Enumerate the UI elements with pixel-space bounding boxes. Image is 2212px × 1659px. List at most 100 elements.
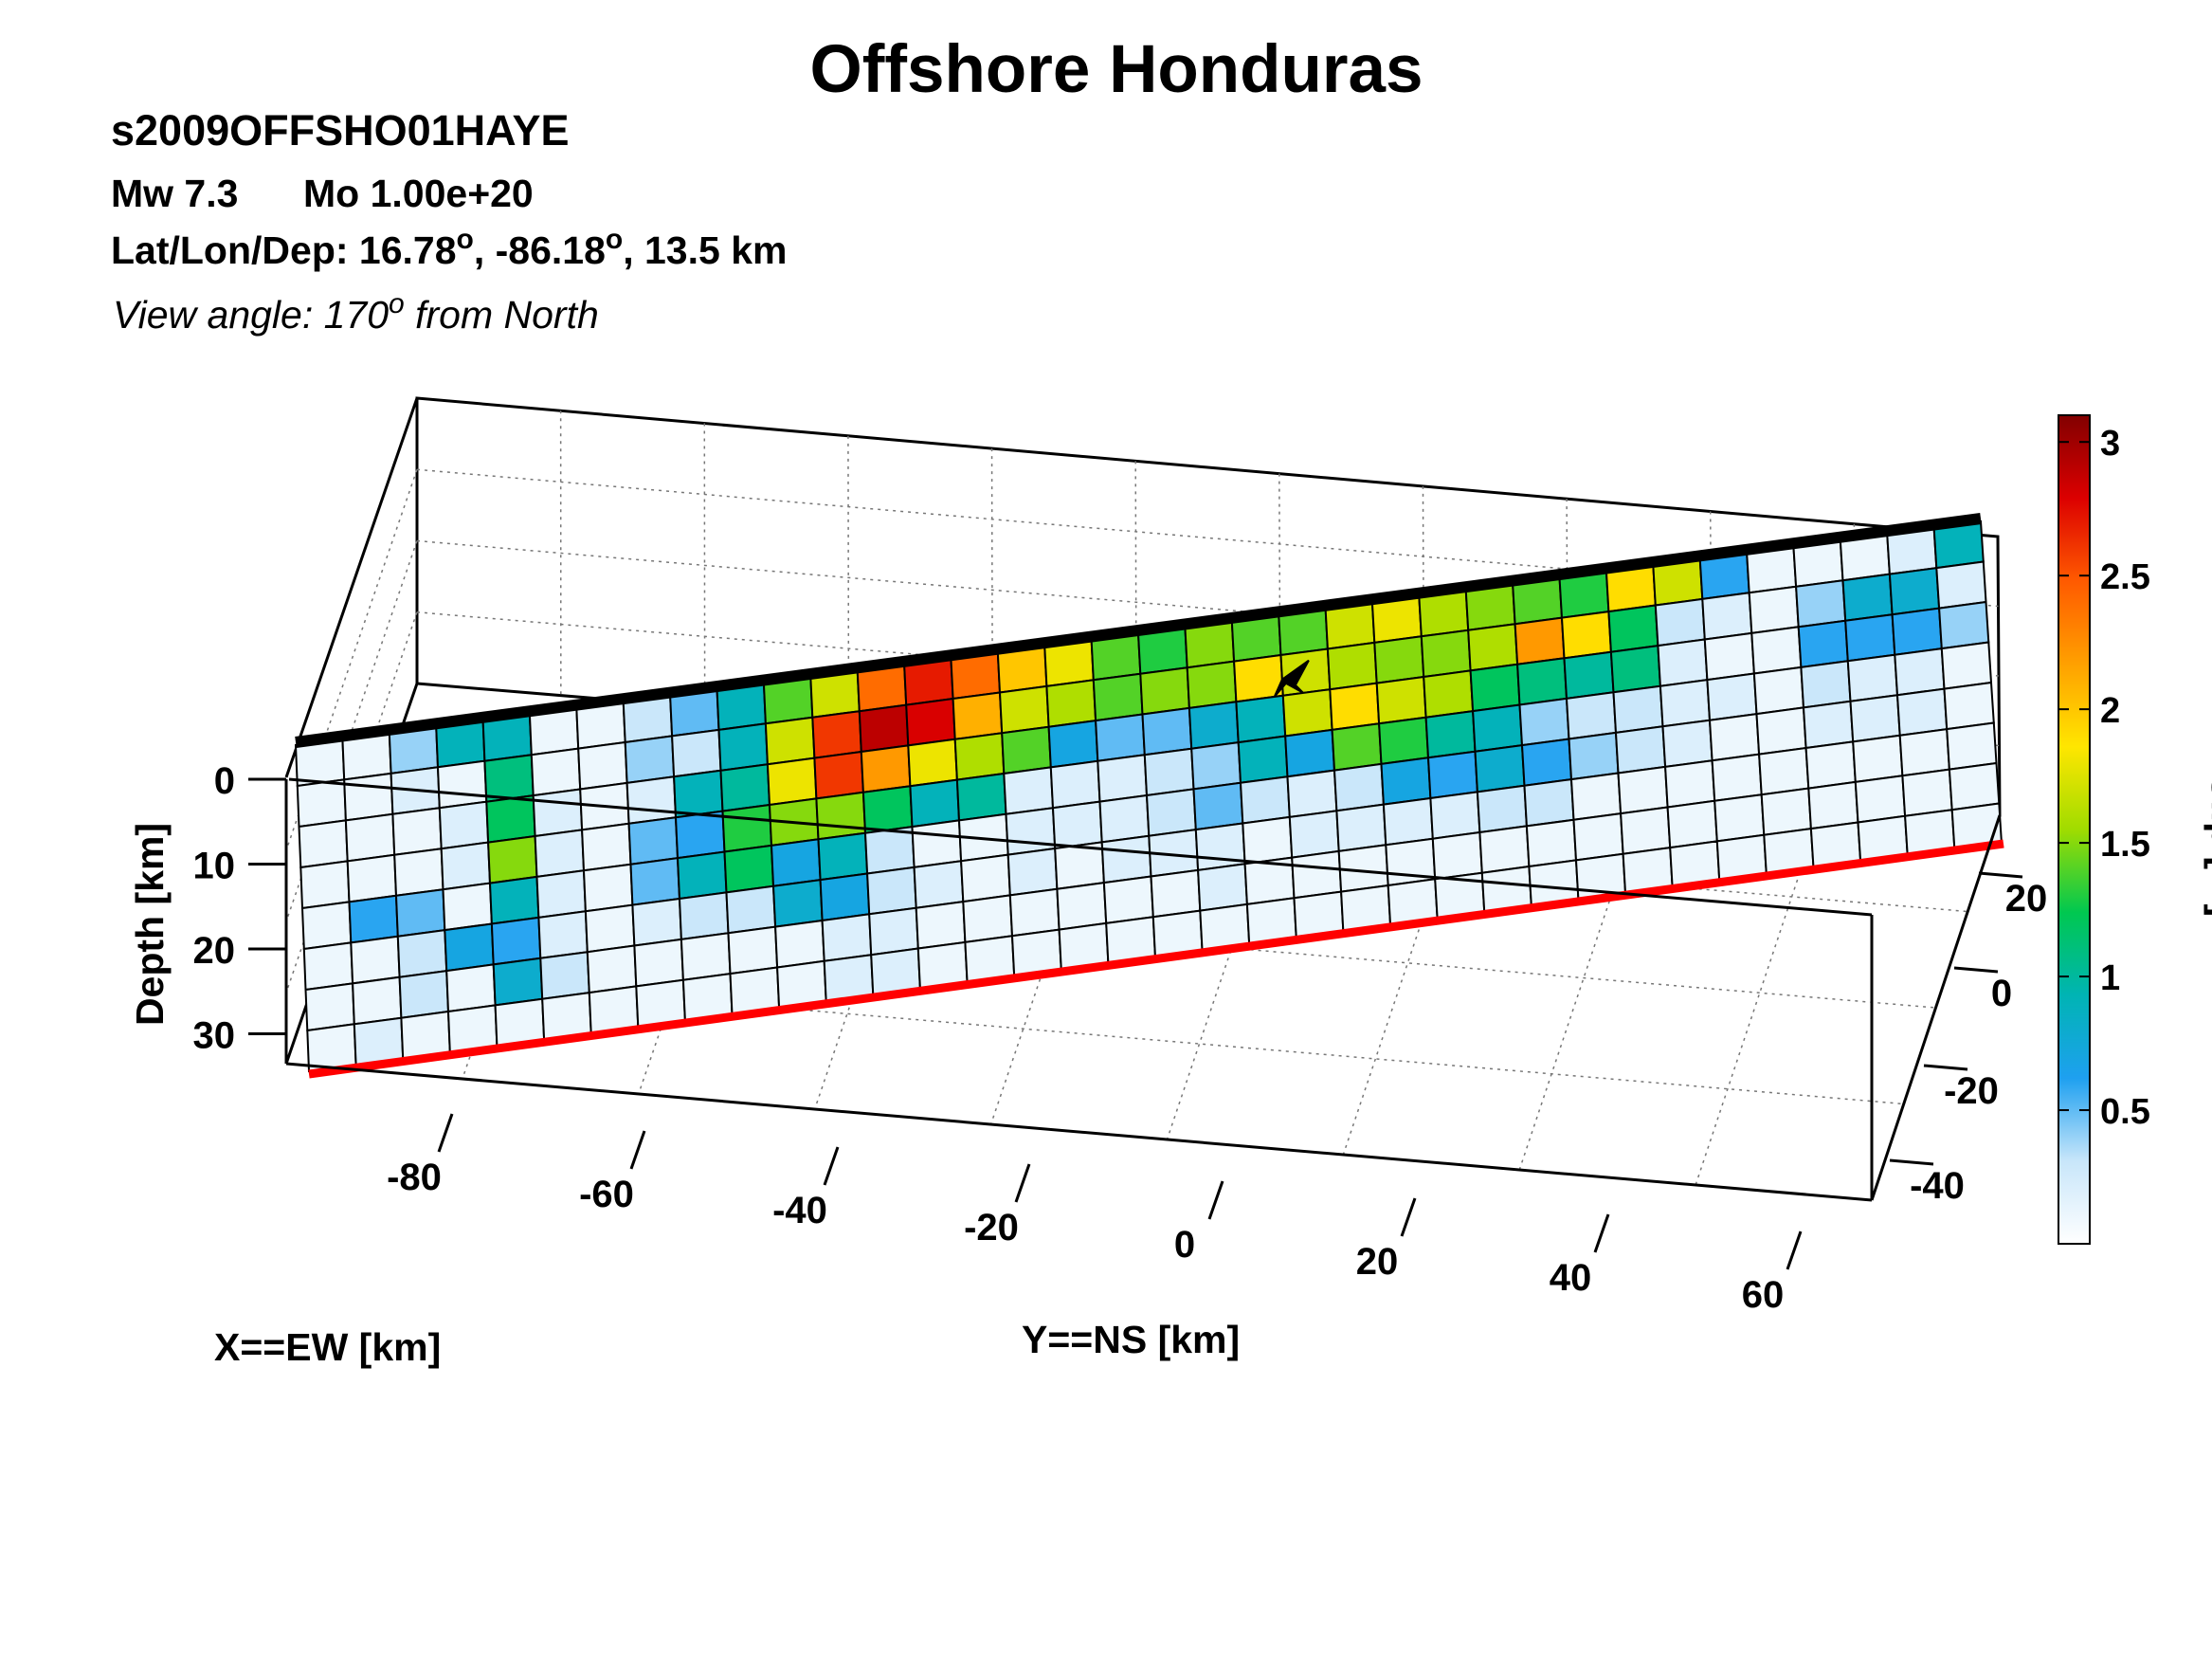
slip-cell <box>1139 666 1190 716</box>
location-text: Lat/Lon/Dep: 16.78o, -86.18o, 13.5 km <box>111 224 787 272</box>
slip-cell <box>998 684 1050 735</box>
slip-cell <box>1617 765 1669 815</box>
fault-bottom-edge <box>308 839 2004 1079</box>
slip-cell <box>1518 697 1570 747</box>
ew-tick-label: -40 <box>772 1190 827 1231</box>
colorbar <box>2058 414 2091 1245</box>
slip-cell <box>1382 796 1434 847</box>
slip-cell <box>488 875 540 925</box>
slip-cell <box>343 772 394 822</box>
ew-tick-label: 40 <box>1550 1257 1592 1299</box>
slip-cell <box>581 822 632 872</box>
view-degree: o <box>389 288 405 319</box>
slip-cell <box>1281 688 1333 738</box>
slip-cell <box>1797 619 1849 669</box>
slip-cell <box>302 941 354 992</box>
slip-cell <box>723 844 775 894</box>
slip-cell <box>960 853 1011 903</box>
slip-cell <box>485 793 536 844</box>
front-bottom-edge <box>285 1062 1873 1202</box>
slip-cell <box>1901 768 1953 817</box>
slip-cell <box>1426 750 1478 800</box>
slip-cell <box>1423 669 1475 719</box>
slip-cell <box>1841 573 1894 622</box>
slip-cell <box>1943 681 1995 731</box>
slip-cell <box>1145 788 1197 837</box>
slip-cell <box>1378 716 1430 766</box>
slip-cell <box>1197 863 1248 912</box>
slip-cell <box>1235 694 1287 744</box>
slip-cell <box>1001 725 1052 775</box>
slip-cell <box>1894 647 1946 697</box>
slip-cell <box>1329 682 1381 732</box>
location-prefix: Lat/Lon/Dep: 16.78 <box>111 228 457 272</box>
view-suffix: from North <box>405 293 599 337</box>
slip-cell <box>1239 775 1291 825</box>
slip-cell <box>1005 807 1057 856</box>
slip-cell <box>1286 769 1338 819</box>
ew-tick <box>1400 1197 1417 1237</box>
slip-cell <box>727 925 779 975</box>
back-grid-line <box>1278 473 1281 756</box>
ns-axis: 20 0 -20 -40 <box>1889 871 2047 1207</box>
ew-tick <box>1014 1163 1031 1203</box>
slip-cell <box>1092 672 1144 722</box>
ew-tick <box>1207 1180 1224 1220</box>
location-mid: , -86.18 <box>474 228 606 272</box>
slip-cell <box>438 800 490 850</box>
slip-cell <box>304 982 355 1032</box>
slip-cell <box>624 735 676 785</box>
slip-cell <box>1291 849 1343 900</box>
slip-cell <box>1242 815 1294 866</box>
slip-cell <box>915 900 967 950</box>
slip-cell <box>1472 703 1524 753</box>
colorbar-tick-label: 2 <box>2100 691 2120 731</box>
slip-cell <box>1279 647 1332 697</box>
event-id: s2009OFFSHO01HAYE <box>111 106 570 155</box>
ns-tick-label: -40 <box>1910 1165 1965 1207</box>
slip-cell <box>1701 592 1753 641</box>
colorbar-tick-label: 2.5 <box>2100 557 2150 597</box>
slip-cell <box>577 740 628 791</box>
ew-tick-label: 60 <box>1742 1274 1785 1316</box>
slip-cell <box>1375 675 1427 725</box>
ns-tick <box>1978 871 2023 879</box>
ew-tick <box>1786 1231 1803 1270</box>
slip-cell <box>344 812 396 863</box>
slip-cell <box>532 788 584 838</box>
slip-cell <box>393 848 444 897</box>
slip-cell <box>861 785 914 834</box>
slip-cell <box>1143 747 1195 797</box>
slip-cell <box>868 906 919 957</box>
slip-cell <box>866 866 917 916</box>
slip-cell <box>1572 811 1624 862</box>
slip-cell <box>1331 722 1383 772</box>
slip-cell <box>1938 600 1990 650</box>
slip-cell <box>1192 781 1244 831</box>
slip-cell <box>627 816 680 866</box>
ew-tick-label: -60 <box>579 1174 634 1215</box>
slip-cell <box>350 935 401 985</box>
right-floor-edge <box>1870 814 2002 1201</box>
ew-tick-label: -80 <box>387 1157 442 1198</box>
slip-cell <box>1525 818 1578 868</box>
slip-cell <box>815 791 867 841</box>
view-angle-text: View angle: 170o from North <box>113 288 599 337</box>
ns-tick-label: 0 <box>1991 973 2012 1014</box>
slip-cell <box>1802 700 1855 750</box>
slip-cell <box>1800 660 1852 709</box>
depth-tick-label: 0 <box>214 760 235 802</box>
slip-cell <box>1940 641 1993 690</box>
slip-cell <box>306 1023 357 1073</box>
slip-cell <box>1748 585 1800 635</box>
slip-cell <box>626 775 678 825</box>
slip-cell <box>1478 825 1531 874</box>
colorbar-tick-label: 3 <box>2100 424 2120 464</box>
slip-cell <box>1852 734 1904 784</box>
slip-cell <box>1008 887 1061 938</box>
slip-cell <box>1854 775 1907 824</box>
slip-cell <box>1795 579 1847 629</box>
slip-cell <box>1326 641 1378 691</box>
y-axis-label: Y==NS [km] <box>1022 1318 1240 1361</box>
